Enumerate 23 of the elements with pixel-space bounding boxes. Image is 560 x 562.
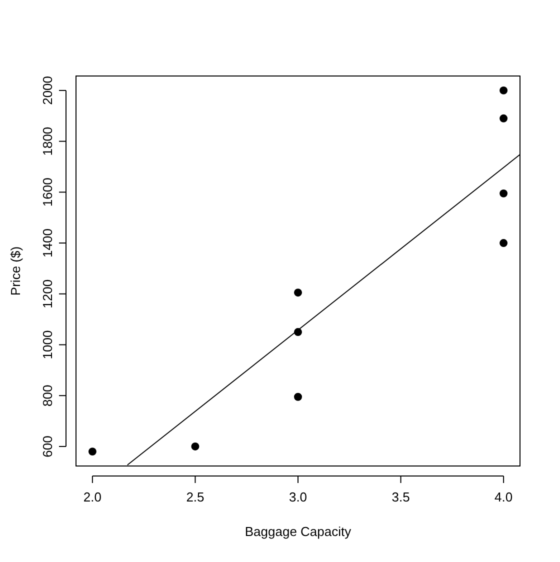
x-tick-label: 4.0 xyxy=(494,490,513,505)
point xyxy=(500,86,508,94)
y-tick-label: 1200 xyxy=(40,279,55,308)
point xyxy=(191,442,200,450)
point xyxy=(500,239,508,248)
y-tick-label: 2000 xyxy=(40,76,55,105)
y-tick-label: 600 xyxy=(40,436,55,458)
y-tick-label: 1400 xyxy=(40,228,55,258)
point xyxy=(294,288,302,297)
y-tick-label: 800 xyxy=(40,384,55,406)
y-axis-title: Price ($) xyxy=(8,246,23,296)
x-axis-title: Baggage Capacity xyxy=(244,524,352,539)
x-tick-label: 2.5 xyxy=(186,490,204,505)
y-tick-label: 1600 xyxy=(40,178,55,207)
x-tick-label: 3.0 xyxy=(288,490,308,505)
point xyxy=(294,392,302,401)
point xyxy=(500,114,508,122)
x-tick-label: 2.0 xyxy=(83,490,102,505)
y-tick-label: 1800 xyxy=(40,126,55,156)
y-tick-label: 1000 xyxy=(40,330,55,360)
x-tick-label: 3.5 xyxy=(392,490,410,505)
point xyxy=(88,448,96,456)
point xyxy=(500,189,508,198)
